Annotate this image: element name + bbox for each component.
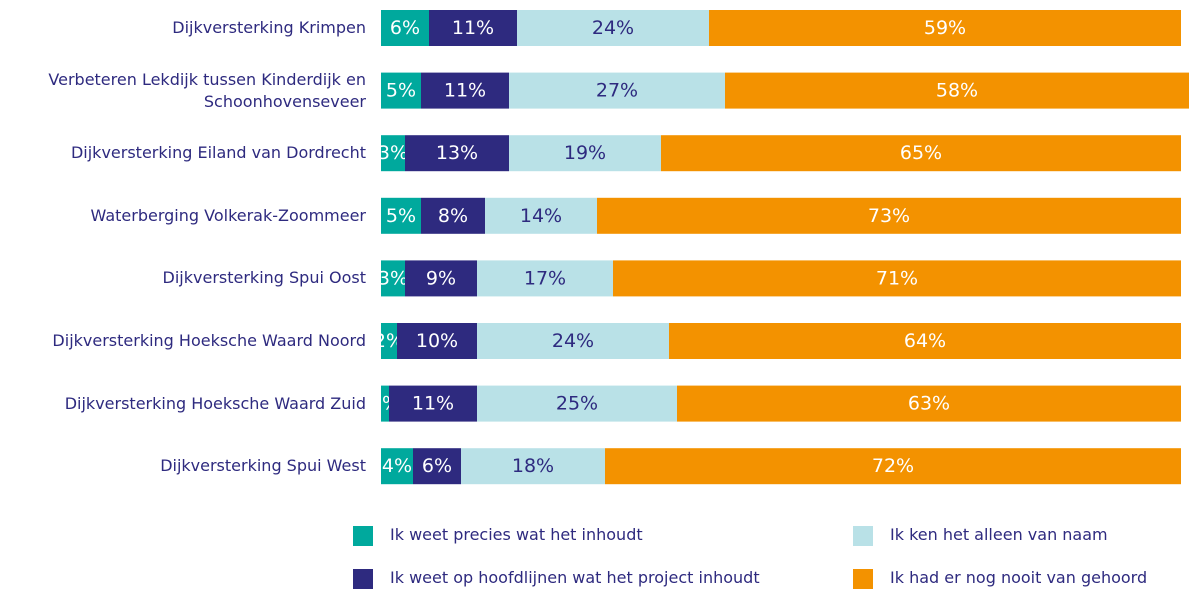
legend-swatch [353,526,373,546]
value-label: 11% [452,17,494,39]
value-label: 64% [904,330,946,352]
category-label: Dijkversterking Hoeksche Waard Zuid [64,393,366,413]
bar-segment [381,260,405,297]
bar-segment [381,448,413,485]
bar-segment [605,448,1181,485]
value-label: 24% [592,17,634,39]
legend-label: Ik ken het alleen van naam [890,525,1108,544]
bar-segment [421,197,485,234]
bar-segment [709,10,1181,46]
bar-segment [597,197,1181,234]
value-label: 2% [374,330,404,352]
value-label: 58% [936,80,978,102]
category-label: Dijkversterking Eiland van Dordrecht [70,143,366,163]
category-label: Dijkversterking Spui West [160,456,366,476]
value-label: 4% [382,455,412,477]
legend-swatch [853,526,873,546]
value-label: 3% [378,267,408,289]
value-label: 72% [872,455,914,477]
bar-segment [413,448,461,485]
legend-label: Ik weet precies wat het inhoudt [390,525,643,544]
bar-segment [421,72,509,109]
bar-segment [661,135,1181,172]
category-label: Dijkversterking Hoeksche Waard Noord [52,331,366,350]
category-label: Verbeteren Lekdijk tussen Kinderdijk en … [48,69,366,111]
value-label: 10% [416,330,458,352]
bar-segment [461,448,605,485]
value-label: 63% [908,393,950,415]
value-label: 13% [436,142,478,164]
value-label: 6% [390,17,420,39]
bar-segment [509,72,725,109]
value-label: 59% [924,17,966,39]
bar-segment [389,385,477,422]
value-label: 3% [378,142,408,164]
value-label: 5% [386,205,416,227]
bar-segment [381,385,389,422]
value-label: 27% [596,80,638,102]
bar-segment [397,323,477,359]
value-label: 8% [438,205,468,227]
value-label: 71% [876,267,918,289]
bar-segment [677,385,1181,422]
bar-segment [477,260,613,297]
value-label: 11% [412,393,454,415]
legend-swatch [853,569,873,589]
value-label: 19% [564,142,606,164]
bar-segment [381,10,429,46]
bar-segment [477,323,669,359]
bar-segment [613,260,1181,297]
bar-segment [381,135,405,172]
value-label: 25% [556,393,598,415]
bar-segment [381,72,421,109]
value-label: 73% [868,205,910,227]
bar-segment [381,197,421,234]
bar-segment [485,197,597,234]
category-label: Dijkversterking Krimpen [172,18,366,37]
bar-segment [405,135,509,172]
value-label: 65% [900,142,942,164]
value-label: 18% [512,455,554,477]
bar-segment [429,10,517,46]
value-label: 24% [552,330,594,352]
bar-segment [517,10,709,46]
category-label: Waterberging Volkerak-Zoommeer [90,205,366,225]
value-label: 6% [422,455,452,477]
bar-segment [477,385,677,422]
legend-label: Ik had er nog nooit van gehoord [890,568,1148,587]
legend-swatch [353,569,373,589]
category-label: Dijkversterking Spui Oost [162,268,366,288]
bar-segment [725,72,1189,109]
bar-segment [381,323,397,359]
value-label: 14% [520,205,562,227]
bar-segment [509,135,661,172]
legend-label: Ik weet op hoofdlijnen wat het project i… [390,568,760,587]
value-label: 11% [444,80,486,102]
bar-segment [669,323,1181,359]
value-label: 17% [524,267,566,289]
value-label: 9% [426,267,456,289]
bar-segment [405,260,477,297]
value-label: 5% [386,80,416,102]
